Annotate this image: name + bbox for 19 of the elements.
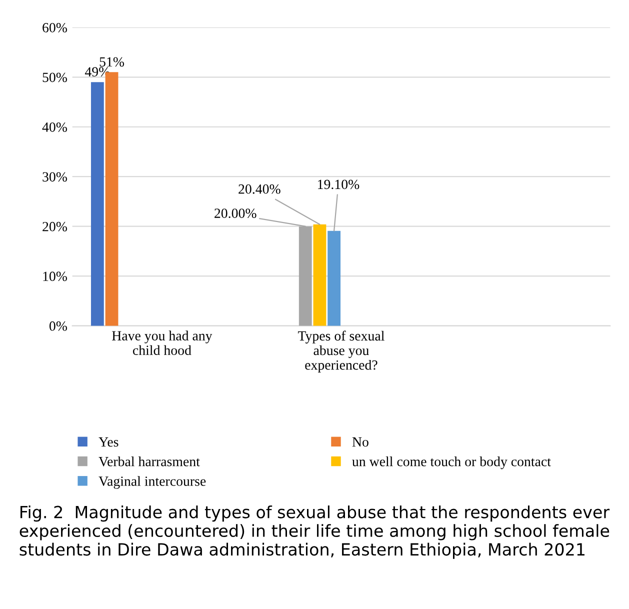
y-tick-label: 20% bbox=[42, 222, 67, 232]
x-tick-label: Have you had any child hood bbox=[112, 330, 212, 356]
y-tick-label: 0% bbox=[49, 321, 67, 331]
data-label: 51% bbox=[100, 57, 124, 67]
data-label: 19.10% bbox=[318, 180, 360, 190]
y-tick-label: 40% bbox=[42, 122, 67, 132]
caption: Fig. 2 Magnitude and types of sexual abuse that the respondents ever experienced (encountered) in their life time among high school female students in Dire Dawa administration, Eastern Ethiopia, March 2021 bbox=[20, 505, 610, 559]
legend-label: Yes bbox=[98, 437, 118, 447]
y-tick-label: 50% bbox=[42, 72, 67, 82]
y-tick-label: 10% bbox=[43, 272, 67, 282]
y-tick-label: 30% bbox=[42, 172, 67, 182]
y-tick-label: 60% bbox=[42, 22, 67, 32]
legend-label: un well come touch or body contact bbox=[352, 456, 551, 470]
data-label: 20.00% bbox=[214, 208, 256, 218]
legend-label: Vaginal intercourse bbox=[98, 476, 206, 489]
x-tick-label: Types of sexual abuse you experienced? bbox=[298, 330, 384, 373]
legend-label: Verbal harrasment bbox=[98, 456, 200, 466]
data-label: 20.40% bbox=[238, 184, 280, 194]
legend-label: No bbox=[352, 437, 368, 447]
